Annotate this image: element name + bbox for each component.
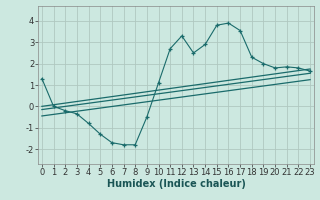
X-axis label: Humidex (Indice chaleur): Humidex (Indice chaleur)	[107, 179, 245, 189]
